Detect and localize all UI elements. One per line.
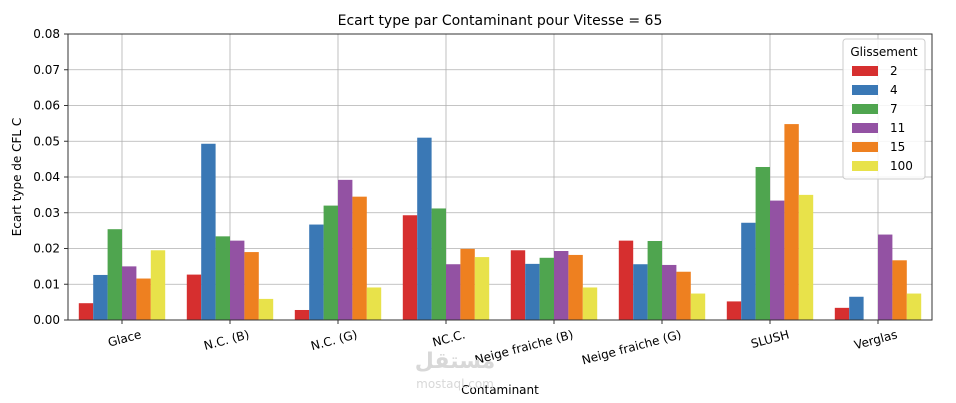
y-tick-label: 0.08 <box>33 27 60 41</box>
legend-title: Glissement <box>850 45 918 59</box>
bar-7 <box>755 166 770 320</box>
bar-11 <box>878 234 893 320</box>
bar-7 <box>215 236 230 320</box>
legend-swatch <box>852 66 878 76</box>
bar-2 <box>510 250 526 320</box>
watermark-url: mostaql.com <box>416 377 494 391</box>
bar-2 <box>186 274 202 320</box>
legend-swatch <box>852 142 878 152</box>
legend: Glissement 2 4 7 11 15 100 <box>842 38 926 180</box>
legend-swatch <box>852 123 878 133</box>
legend-swatch <box>852 104 878 114</box>
bar-4 <box>633 264 648 320</box>
bar-100 <box>474 257 490 320</box>
bars <box>78 124 922 320</box>
x-axis-label: Contaminant <box>461 383 539 397</box>
x-tick-label: SLUSH <box>749 327 790 351</box>
bar-2 <box>618 240 634 320</box>
bar-7 <box>647 240 662 320</box>
bar-4 <box>93 274 108 320</box>
bar-100 <box>690 293 706 320</box>
x-ticks: Glace N.C. (B) N.C. (G) NC.C. Neige fraiche … <box>106 320 899 367</box>
legend-label: 2 <box>890 64 898 78</box>
bar-15 <box>136 278 151 320</box>
bar-4 <box>201 143 216 320</box>
bar-100 <box>366 287 382 320</box>
x-tick-label: N.C. (G) <box>309 327 358 353</box>
bar-15 <box>676 271 691 320</box>
bar-11 <box>446 264 461 320</box>
y-tick-label: 0.06 <box>33 99 60 113</box>
bar-11 <box>770 200 785 320</box>
bar-2 <box>402 215 418 320</box>
bar-7 <box>323 205 338 320</box>
legend-label: 15 <box>890 140 905 154</box>
bar-2 <box>834 307 850 320</box>
y-tick-label: 0.02 <box>33 242 60 256</box>
bar-4 <box>309 224 324 320</box>
bar-15 <box>784 124 799 320</box>
bar-100 <box>798 194 814 320</box>
y-ticks: 0.00 0.01 0.02 0.03 0.04 0.05 0.06 0.07 0.08 <box>33 27 68 327</box>
bar-100 <box>582 287 598 320</box>
bar-15 <box>892 260 907 320</box>
watermark-logo-text: مستقل <box>415 349 495 374</box>
bar-4 <box>525 263 540 320</box>
bar-15 <box>460 248 475 320</box>
x-tick-label: Glace <box>106 327 142 349</box>
chart-title: Ecart type par Contaminant pour Vitesse … <box>338 13 663 29</box>
y-tick-label: 0.07 <box>33 63 60 77</box>
y-tick-label: 0.05 <box>33 134 60 148</box>
x-tick-label: N.C. (B) <box>202 327 250 353</box>
bar-15 <box>352 196 367 320</box>
bar-15 <box>568 254 583 320</box>
bar-11 <box>662 264 677 320</box>
x-tick-label: NC.C. <box>431 327 467 349</box>
bar-11 <box>554 251 569 320</box>
legend-label: 100 <box>890 159 913 173</box>
legend-swatch <box>852 85 878 95</box>
bar-4 <box>417 137 432 320</box>
bar-11 <box>122 266 137 320</box>
legend-label: 4 <box>890 83 898 97</box>
bar-2 <box>726 301 742 320</box>
legend-label: 7 <box>890 102 898 116</box>
bar-4 <box>741 222 756 320</box>
bar-100 <box>906 293 922 320</box>
x-tick-label: Neige fraiche (G) <box>580 327 683 367</box>
y-tick-label: 0.04 <box>33 170 60 184</box>
bar-11 <box>338 179 353 320</box>
watermark: مستقل mostaql.com <box>415 349 495 391</box>
y-tick-label: 0.00 <box>33 313 60 327</box>
bar-11 <box>230 240 245 320</box>
bar-4 <box>849 296 864 320</box>
bar-7 <box>431 208 446 320</box>
y-tick-label: 0.03 <box>33 206 60 220</box>
legend-label: 11 <box>890 121 905 135</box>
bar-7 <box>107 229 122 320</box>
bar-2 <box>294 309 310 320</box>
bar-15 <box>244 252 259 320</box>
bar-2 <box>78 303 94 320</box>
bar-7 <box>539 257 554 320</box>
y-axis-label: Ecart type de CFL C <box>10 118 24 237</box>
legend-swatch <box>852 161 878 171</box>
bar-100 <box>150 250 166 320</box>
x-tick-label: Verglas <box>853 327 899 352</box>
bar-100 <box>258 298 274 320</box>
y-tick-label: 0.01 <box>33 277 60 291</box>
